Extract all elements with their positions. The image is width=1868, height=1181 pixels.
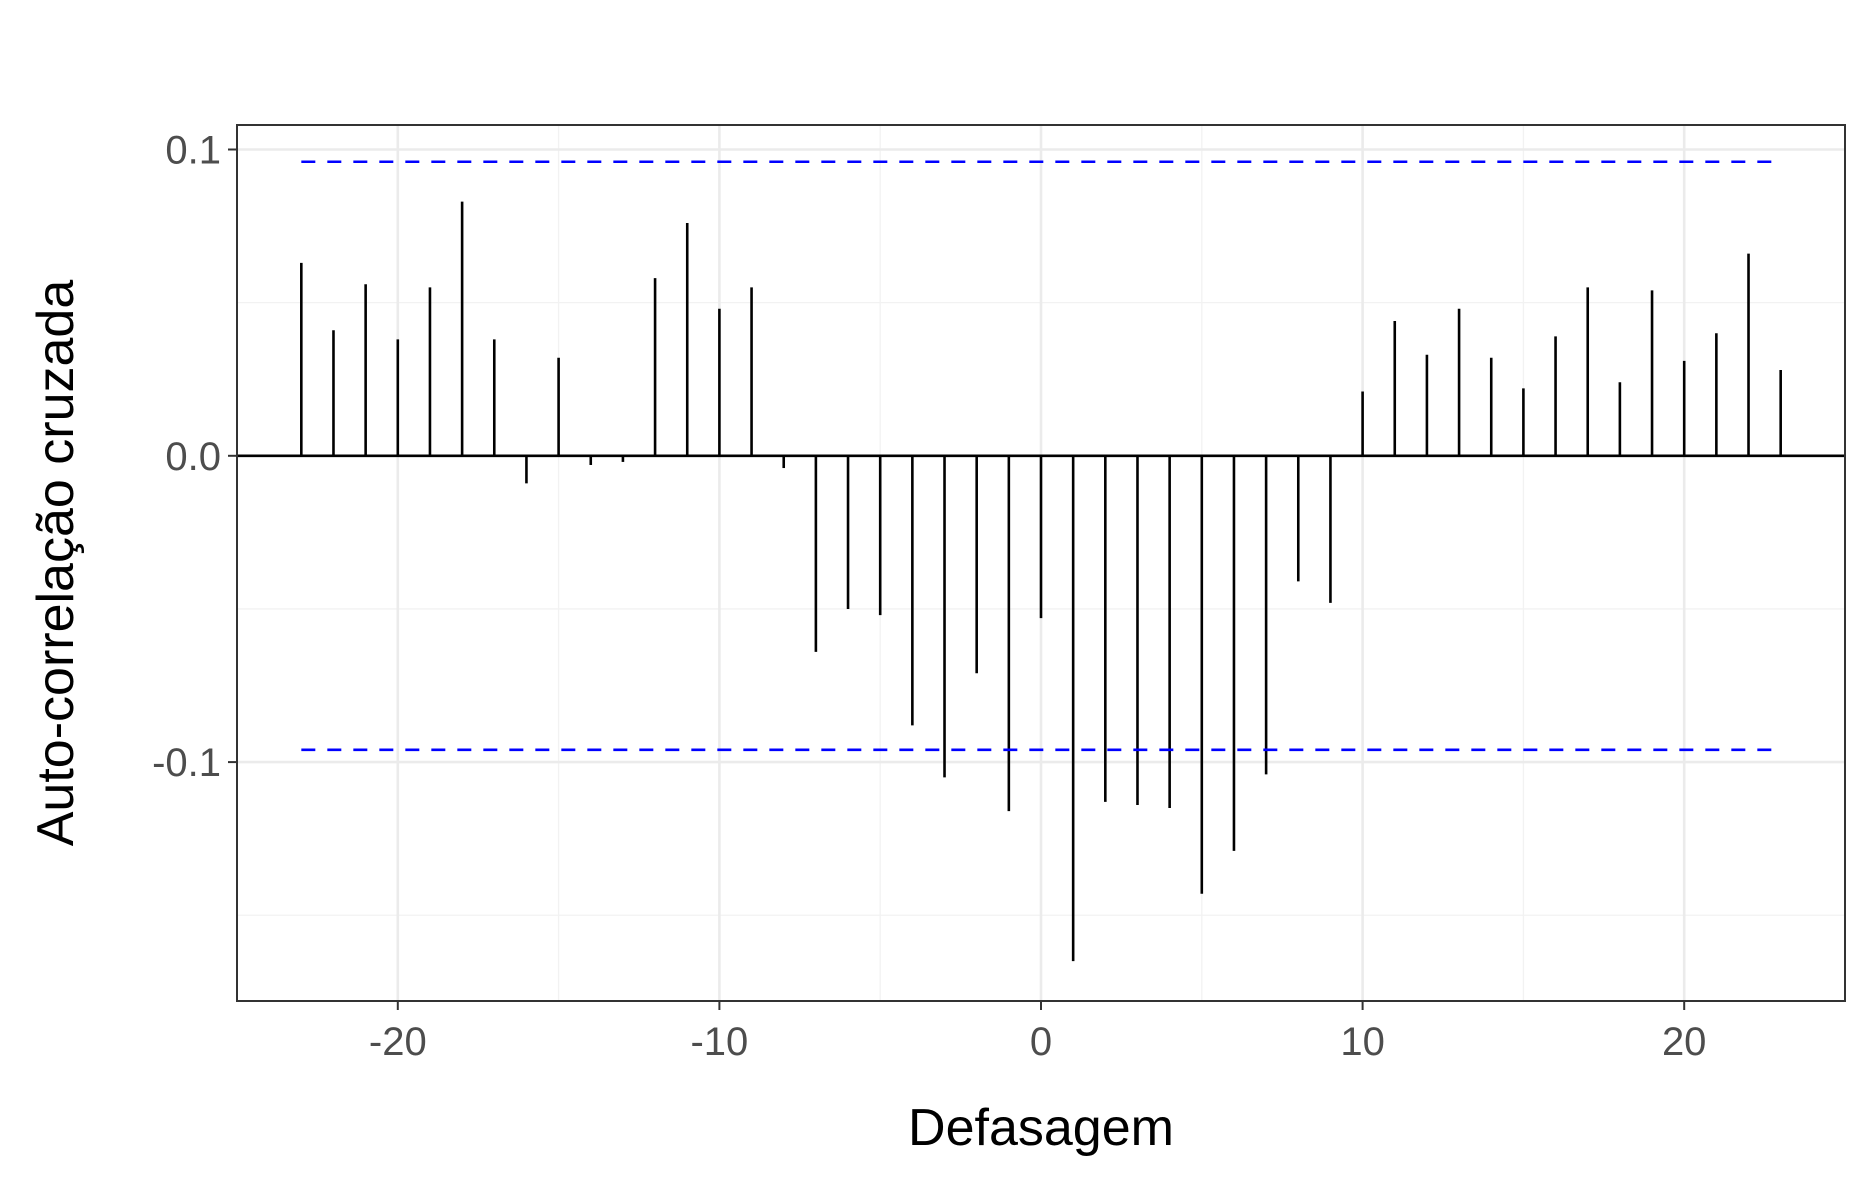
y-tick-label: -0.1 xyxy=(152,741,221,785)
x-tick-label: 10 xyxy=(1340,1020,1385,1064)
x-tick-label: -10 xyxy=(690,1020,748,1064)
x-tick-label: -20 xyxy=(369,1020,427,1064)
x-axis-title: Defasagem xyxy=(908,1099,1174,1157)
stem-series xyxy=(300,201,1782,962)
x-axis: -20 -10 0 10 20 xyxy=(369,1001,1707,1064)
x-tick-label: 0 xyxy=(1030,1020,1052,1064)
y-axis: -0.1 0.0 0.1 xyxy=(152,129,237,785)
y-tick-label: 0.1 xyxy=(165,129,221,173)
x-tick-label: 20 xyxy=(1662,1020,1707,1064)
confidence-bounds xyxy=(301,160,1781,752)
y-tick-label: 0.0 xyxy=(165,435,221,479)
y-axis-title: Auto-correlação cruzada xyxy=(27,280,85,847)
